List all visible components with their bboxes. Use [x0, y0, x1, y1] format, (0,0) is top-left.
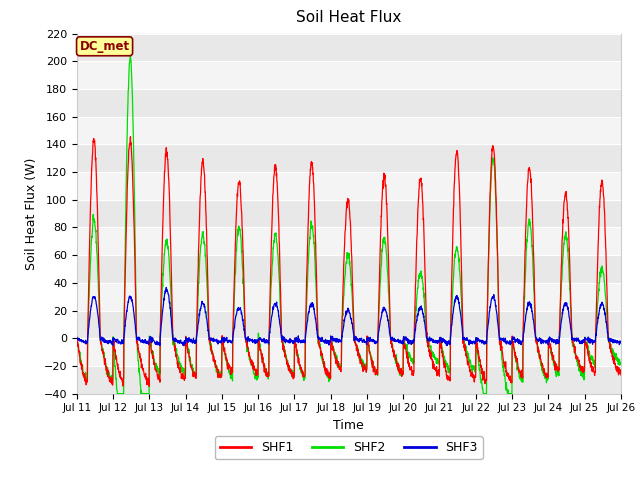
SHF1 [365, 342, 372, 348]
Bar [77, 338, 621, 366]
SHF3 [508, 340, 515, 346]
SHF3 [73, 335, 81, 341]
SHF2 [73, 335, 81, 340]
SHF2 [584, 348, 592, 354]
Bar [77, 255, 621, 283]
Text: DC_met: DC_met [79, 40, 130, 53]
SHF3 [377, 317, 385, 323]
Bar [77, 117, 621, 144]
SHF1 [617, 372, 625, 378]
SHF3 [163, 285, 170, 290]
SHF3 [225, 339, 233, 345]
SHF2 [126, 53, 134, 59]
Bar [77, 144, 621, 172]
Bar [77, 366, 621, 394]
X-axis label: Time: Time [333, 419, 364, 432]
SHF1 [145, 384, 153, 389]
SHF2 [617, 360, 625, 365]
SHF2 [225, 367, 233, 373]
SHF1 [225, 365, 233, 371]
SHF3 [570, 337, 577, 343]
SHF2 [570, 342, 577, 348]
Line: SHF2: SHF2 [77, 56, 621, 394]
SHF3 [584, 334, 592, 340]
SHF1 [584, 353, 592, 359]
Bar [77, 172, 621, 200]
Bar [77, 89, 621, 117]
Legend: SHF1, SHF2, SHF3: SHF1, SHF2, SHF3 [214, 436, 483, 459]
SHF2 [114, 391, 122, 396]
SHF1 [377, 229, 385, 235]
SHF3 [365, 336, 372, 342]
SHF2 [365, 342, 372, 348]
Bar [77, 34, 621, 61]
SHF3 [180, 343, 188, 348]
Bar [77, 228, 621, 255]
SHF1 [570, 339, 577, 345]
SHF2 [377, 271, 385, 277]
Title: Soil Heat Flux: Soil Heat Flux [296, 11, 401, 25]
Bar [77, 311, 621, 338]
SHF1 [127, 134, 134, 140]
SHF2 [508, 391, 515, 396]
Bar [77, 61, 621, 89]
Bar [77, 200, 621, 228]
Bar [77, 283, 621, 311]
SHF3 [617, 339, 625, 345]
Line: SHF3: SHF3 [77, 288, 621, 346]
SHF1 [508, 379, 515, 384]
SHF1 [73, 334, 81, 340]
Line: SHF1: SHF1 [77, 137, 621, 386]
Y-axis label: Soil Heat Flux (W): Soil Heat Flux (W) [25, 157, 38, 270]
